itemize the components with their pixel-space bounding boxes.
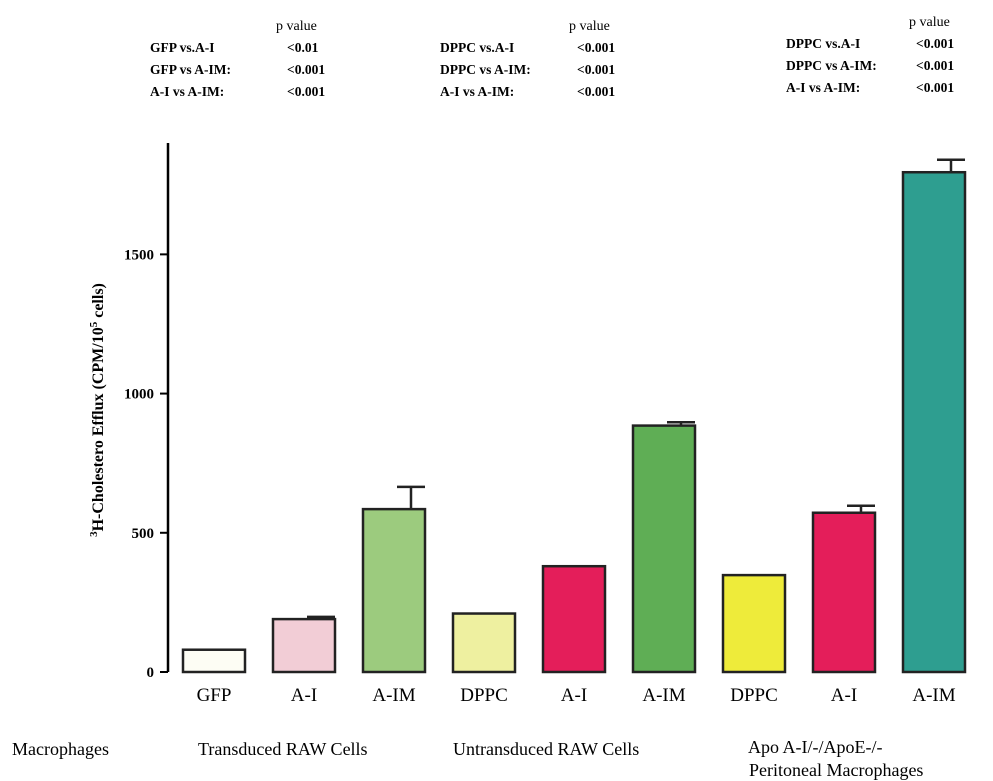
p-value-value: <0.001	[577, 84, 615, 99]
p-value-comparison: DPPC vs A-IM:	[440, 62, 531, 77]
p-value-tables: p value GFP vs.A-I <0.01 GFP vs A-IM: <0.001…	[150, 15, 954, 99]
category-label: A-IM	[642, 685, 685, 706]
bars	[181, 158, 967, 674]
category-label: DPPC	[730, 685, 778, 706]
p-value-comparison: A-I vs A-IM:	[150, 84, 224, 99]
ylabel-main: H-Cholestero Efflux (CPM/10	[90, 327, 107, 531]
p-value-comparison: GFP vs.A-I	[150, 40, 215, 55]
category-label: DPPC	[460, 685, 508, 706]
p-value-title: p value	[569, 19, 610, 34]
category-label: A-I	[291, 685, 317, 706]
group-labels: Macrophages Transduced RAW Cells Untransdu…	[12, 737, 923, 780]
p-value-comparison: GFP vs A-IM:	[150, 62, 231, 77]
p-value-comparison: DPPC vs.A-I	[786, 36, 860, 51]
category-label: A-I	[831, 685, 857, 706]
p-value-value: <0.001	[287, 84, 325, 99]
bar	[451, 612, 517, 674]
category-label: A-IM	[372, 685, 415, 706]
bar	[361, 507, 427, 674]
bar	[271, 617, 337, 674]
bar	[631, 424, 697, 674]
bar	[721, 573, 787, 674]
ylabel-sup: 5	[88, 321, 100, 327]
p-value-value: <0.01	[287, 40, 319, 55]
p-value-value: <0.001	[577, 40, 615, 55]
y-axis: 0 500 1000 1500	[124, 143, 170, 681]
category-labels: GFP A-I A-IM DPPC A-I A-IM DPPC A-I A-IM	[197, 685, 956, 706]
p-value-comparison: A-I vs A-IM:	[786, 80, 860, 95]
bar	[901, 170, 967, 674]
group-label: Untransduced RAW Cells	[453, 739, 639, 759]
p-value-value: <0.001	[916, 80, 954, 95]
ylabel-end: cells)	[90, 283, 107, 322]
p-value-value: <0.001	[916, 58, 954, 73]
bar	[811, 511, 877, 674]
ylabel-sup: 3	[88, 531, 100, 537]
p-value-comparison: A-I vs A-IM:	[440, 84, 514, 99]
category-label: A-I	[561, 685, 587, 706]
bar	[541, 564, 607, 674]
p-value-comparison: DPPC vs A-IM:	[786, 58, 877, 73]
bar	[181, 648, 247, 674]
y-tick-label: 1000	[124, 387, 154, 403]
p-value-value: <0.001	[577, 62, 615, 77]
p-value-value: <0.001	[287, 62, 325, 77]
group-label: Transduced RAW Cells	[198, 739, 368, 759]
groups-label: Macrophages	[12, 739, 109, 759]
category-label: A-IM	[912, 685, 955, 706]
y-axis-label: 3H-Cholestero Efflux (CPM/105 cells)	[88, 283, 107, 537]
p-value-value: <0.001	[916, 36, 954, 51]
y-tick-label: 1500	[124, 247, 154, 263]
group-label-line2: Peritoneal Macrophages	[749, 760, 923, 780]
p-value-title: p value	[276, 19, 317, 34]
group-label: Apo A-I/-/ApoE-/-	[748, 737, 882, 757]
y-tick-label: 500	[132, 526, 155, 542]
p-value-comparison: DPPC vs.A-I	[440, 40, 514, 55]
category-label: GFP	[197, 685, 232, 706]
p-value-title: p value	[909, 15, 950, 30]
y-tick-label: 0	[147, 665, 155, 681]
